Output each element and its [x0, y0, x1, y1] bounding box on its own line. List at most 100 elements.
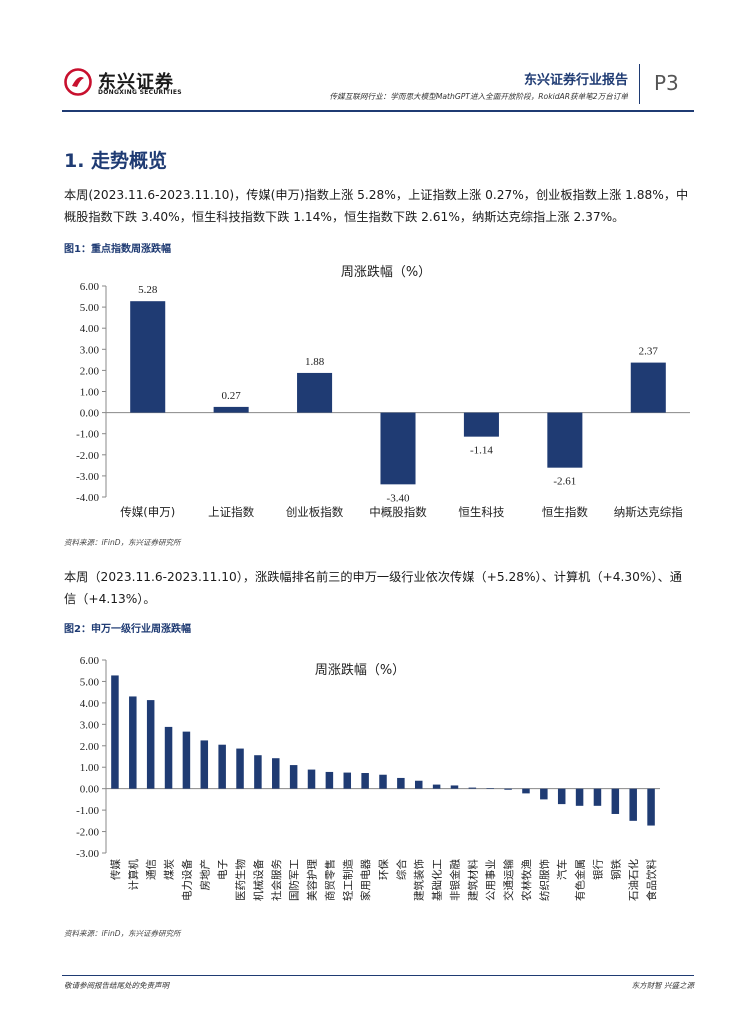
x-category-label: 电子: [216, 859, 229, 880]
bar: [432, 784, 441, 789]
bar: [611, 788, 620, 814]
y-tick-label: -1.00: [76, 805, 99, 817]
bar: [343, 772, 352, 789]
y-tick-label: 1.00: [80, 762, 100, 774]
y-tick-label: -2.00: [76, 450, 99, 462]
y-tick-label: 6.00: [80, 281, 100, 293]
footer-rule: [62, 975, 694, 976]
bar: [297, 372, 333, 413]
x-category-label: 上证指数: [208, 505, 254, 519]
bar-value-label: 0.27: [222, 390, 242, 402]
report-subtitle: 传媒互联网行业：学而思大模型MathGPT进入全面开放阶段，RokidAR获单笔…: [329, 92, 628, 101]
bar: [146, 700, 155, 789]
x-category-label: 纳斯达克综指: [614, 505, 683, 519]
bar: [254, 755, 262, 789]
bar: [111, 675, 119, 789]
page-number: P3: [654, 71, 679, 95]
y-tick-label: 0.00: [80, 408, 100, 420]
x-category-label: 建筑装饰: [413, 859, 426, 901]
bar-value-label: -3.40: [387, 492, 410, 504]
bar: [129, 696, 137, 789]
logo-text: 东兴证券: [98, 72, 174, 93]
x-category-label: 基础化工: [431, 859, 444, 901]
y-tick-label: 1.00: [80, 387, 100, 399]
figure2-title: 图2：申万一级行业周涨跌幅: [64, 624, 191, 635]
x-category-label: 综合: [395, 859, 408, 880]
x-category-label: 电力设备: [180, 859, 193, 901]
x-category-label: 轻工制造: [341, 859, 354, 901]
bar: [272, 758, 280, 789]
y-tick-label: 3.00: [80, 344, 100, 356]
bar: [236, 748, 244, 789]
bar-value-label: 1.88: [305, 356, 325, 368]
bar-value-label: 5.28: [138, 284, 158, 296]
x-category-label: 计算机: [127, 859, 140, 891]
x-category-label: 社会服务: [270, 859, 283, 901]
bar: [593, 788, 602, 806]
bar: [547, 412, 583, 468]
header-divider: [639, 64, 640, 104]
x-category-label: 国防军工: [288, 859, 301, 901]
x-category-label: 银行: [591, 859, 604, 880]
summary-paragraph: 本周(2023.11.6-2023.11.10)，传媒(申万)指数上涨 5.28…: [64, 188, 689, 224]
bar-value-label: -2.61: [553, 476, 576, 488]
x-category-label: 传媒(申万): [120, 505, 175, 519]
bar: [522, 788, 530, 794]
x-category-label: 建筑材料: [466, 859, 479, 901]
bar: [325, 771, 334, 789]
y-tick-label: 2.00: [80, 741, 100, 753]
y-tick-label: -4.00: [76, 492, 99, 504]
x-category-label: 传媒: [109, 859, 122, 880]
y-tick-label: -1.00: [76, 429, 99, 441]
x-category-label: 石油石化: [627, 859, 640, 901]
bar: [289, 765, 298, 789]
bar: [379, 774, 387, 789]
section-title: 1. 走势概览: [64, 150, 168, 172]
chart1-title: 周涨跌幅（%）: [341, 264, 431, 280]
x-category-label: 交通运输: [502, 859, 515, 901]
footer-disclaimer: 敬请参阅报告结尾处的免责声明: [64, 981, 169, 990]
bar: [361, 773, 369, 789]
x-category-label: 医药生物: [234, 859, 247, 901]
x-category-label: 恒生指数: [542, 505, 588, 519]
figure2-source: 资料来源：iFinD，东兴证券研究所: [64, 929, 181, 938]
y-tick-label: 6.00: [80, 655, 100, 667]
bar: [397, 777, 405, 789]
bar: [213, 406, 249, 413]
x-category-label: 煤炭: [163, 859, 176, 880]
logo-english-text: DONGXING SECURITIES: [98, 89, 182, 96]
bar: [200, 740, 209, 789]
bar: [450, 785, 459, 789]
chart2-title: 周涨跌幅（%）: [315, 662, 405, 678]
x-category-label: 环保: [377, 859, 390, 880]
x-category-label: 汽车: [556, 859, 569, 880]
dongxing-logo-icon: [64, 68, 92, 96]
x-category-label: 非银金融: [448, 859, 461, 901]
x-category-label: 食品饮料: [645, 859, 658, 901]
bar: [557, 788, 566, 805]
bar-value-label: -1.14: [470, 445, 493, 457]
x-category-label: 有色金属: [574, 859, 587, 901]
bar-value-label: 2.37: [639, 346, 659, 358]
bar: [647, 788, 655, 826]
x-category-label: 农林牧渔: [520, 859, 533, 901]
bar: [463, 412, 499, 437]
bar: [218, 744, 226, 789]
y-tick-label: 2.00: [80, 365, 100, 377]
x-category-label: 商贸零售: [323, 859, 336, 901]
y-tick-label: 4.00: [80, 698, 100, 710]
footer-slogan: 东方财智 兴盛之源: [631, 981, 694, 990]
bar: [380, 412, 416, 485]
y-tick-label: -3.00: [76, 848, 99, 860]
x-category-label: 恒生科技: [458, 505, 504, 519]
bar: [629, 788, 637, 821]
bar: [414, 780, 423, 789]
index-weekly-change-chart: 6.00 5.00 4.00 3.00 2.00 1.00 0.00 -1.00 -2.00 -3…: [76, 264, 690, 519]
y-tick-label: 3.00: [80, 719, 100, 731]
x-category-label: 家用电器: [359, 859, 372, 901]
y-tick-label: 4.00: [80, 323, 100, 335]
bar: [630, 362, 666, 413]
y-tick-label: -2.00: [76, 827, 99, 839]
figure1-source: 资料来源：iFinD，东兴证券研究所: [64, 538, 181, 547]
industry-paragraph: 本周（2023.11.6-2023.11.10），涨跌幅排名前三的申万一级行业依…: [64, 570, 682, 606]
